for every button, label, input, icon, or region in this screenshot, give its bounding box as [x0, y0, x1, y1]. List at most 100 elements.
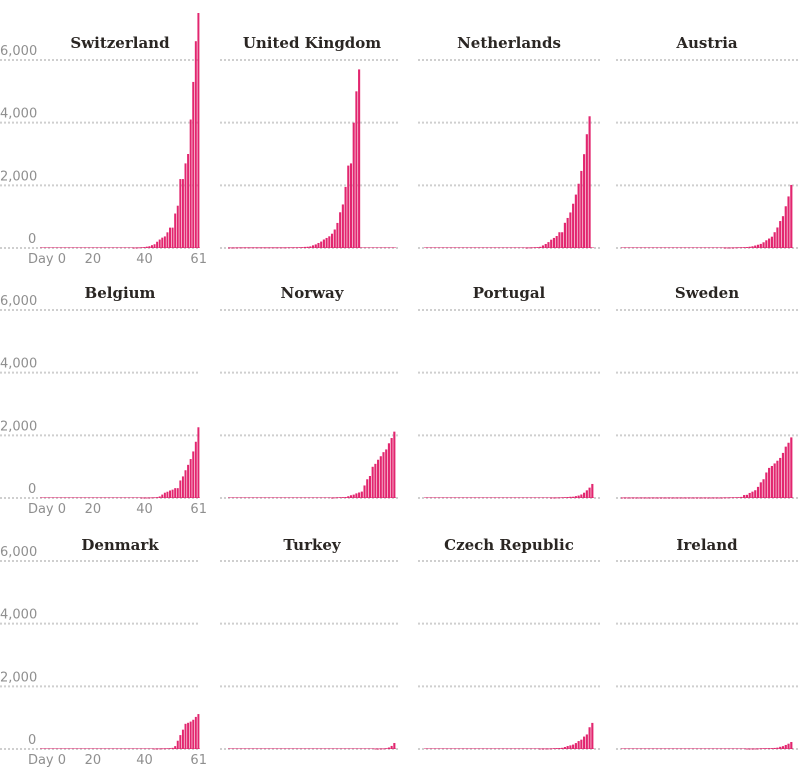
bar [580, 494, 583, 498]
panel-netherlands: Netherlands [418, 34, 600, 249]
bar [181, 729, 184, 749]
bar [333, 229, 336, 248]
x-tick-label: Day 0 [28, 753, 66, 768]
bar [784, 744, 787, 749]
bar [228, 247, 231, 249]
bar [161, 494, 164, 498]
panel-title: United Kingdom [243, 34, 381, 52]
bar [723, 497, 726, 499]
bar [684, 497, 687, 499]
bar [153, 497, 156, 499]
bar [153, 244, 156, 248]
bar [668, 497, 671, 499]
bar [781, 746, 785, 749]
bar [255, 247, 258, 249]
bar [358, 69, 361, 249]
bar [265, 247, 269, 249]
bar [632, 497, 635, 499]
bar [393, 743, 396, 749]
bar [150, 497, 153, 499]
bar [555, 748, 558, 749]
bar [184, 470, 187, 498]
x-tick-label: 20 [85, 502, 102, 517]
bar [244, 247, 247, 249]
bar [145, 497, 148, 499]
bar [693, 497, 696, 499]
bar [651, 497, 654, 499]
y-tick-label: 2,000 [0, 419, 37, 434]
bar [179, 480, 182, 498]
bar [698, 497, 701, 499]
bar [189, 721, 192, 749]
bar [363, 485, 366, 498]
bar [257, 247, 260, 249]
bar [349, 163, 353, 248]
bar [654, 497, 657, 499]
y-tick-label: 0 [28, 733, 36, 748]
bar [729, 247, 732, 249]
bar [566, 746, 569, 749]
bar [740, 496, 743, 498]
bar [306, 246, 309, 248]
bar [682, 497, 685, 499]
bar [166, 491, 169, 498]
bar [765, 240, 768, 248]
bar [552, 748, 556, 749]
bar [284, 247, 288, 249]
bar [563, 222, 566, 248]
bar [374, 463, 377, 498]
bar [563, 497, 566, 498]
bar [390, 438, 393, 498]
bar [770, 465, 773, 498]
bar [325, 237, 328, 248]
bar [330, 233, 334, 248]
bar [143, 497, 146, 499]
bar [547, 748, 550, 750]
bar [339, 497, 342, 498]
bar [528, 247, 531, 249]
bar [572, 744, 575, 749]
bar [626, 497, 629, 499]
bar [156, 748, 159, 750]
bar [695, 497, 699, 499]
bar [781, 452, 785, 498]
bar [787, 743, 790, 749]
bar [184, 723, 187, 749]
bar [314, 244, 317, 248]
bar [569, 745, 572, 749]
bar [779, 746, 782, 749]
bar [629, 497, 632, 499]
bar [572, 496, 575, 498]
bar [355, 493, 358, 498]
bar [140, 497, 143, 499]
bar [583, 736, 586, 749]
bar [759, 748, 762, 750]
panel-portugal: Portugal [418, 284, 600, 499]
bar [588, 116, 591, 249]
bar [189, 119, 192, 248]
bar [704, 497, 707, 499]
panel-title: Denmark [81, 536, 159, 554]
bar [382, 748, 385, 750]
bar [673, 497, 676, 499]
bar [161, 237, 164, 248]
panel-ireland: Ireland [616, 536, 800, 750]
bar [544, 748, 547, 750]
x-tick-label: 40 [136, 753, 153, 768]
bar [156, 241, 159, 248]
bar [740, 247, 743, 248]
y-tick-label: 2,000 [0, 670, 37, 685]
bar [145, 246, 148, 248]
bar [150, 245, 153, 248]
bar [194, 441, 197, 498]
bar [349, 495, 353, 498]
bar [585, 734, 588, 749]
bar [558, 748, 561, 749]
bar [352, 494, 355, 498]
bar [330, 497, 334, 499]
bar [194, 41, 197, 249]
bar [176, 205, 179, 248]
bar [279, 247, 282, 249]
bar [366, 479, 369, 498]
bar [339, 212, 342, 248]
